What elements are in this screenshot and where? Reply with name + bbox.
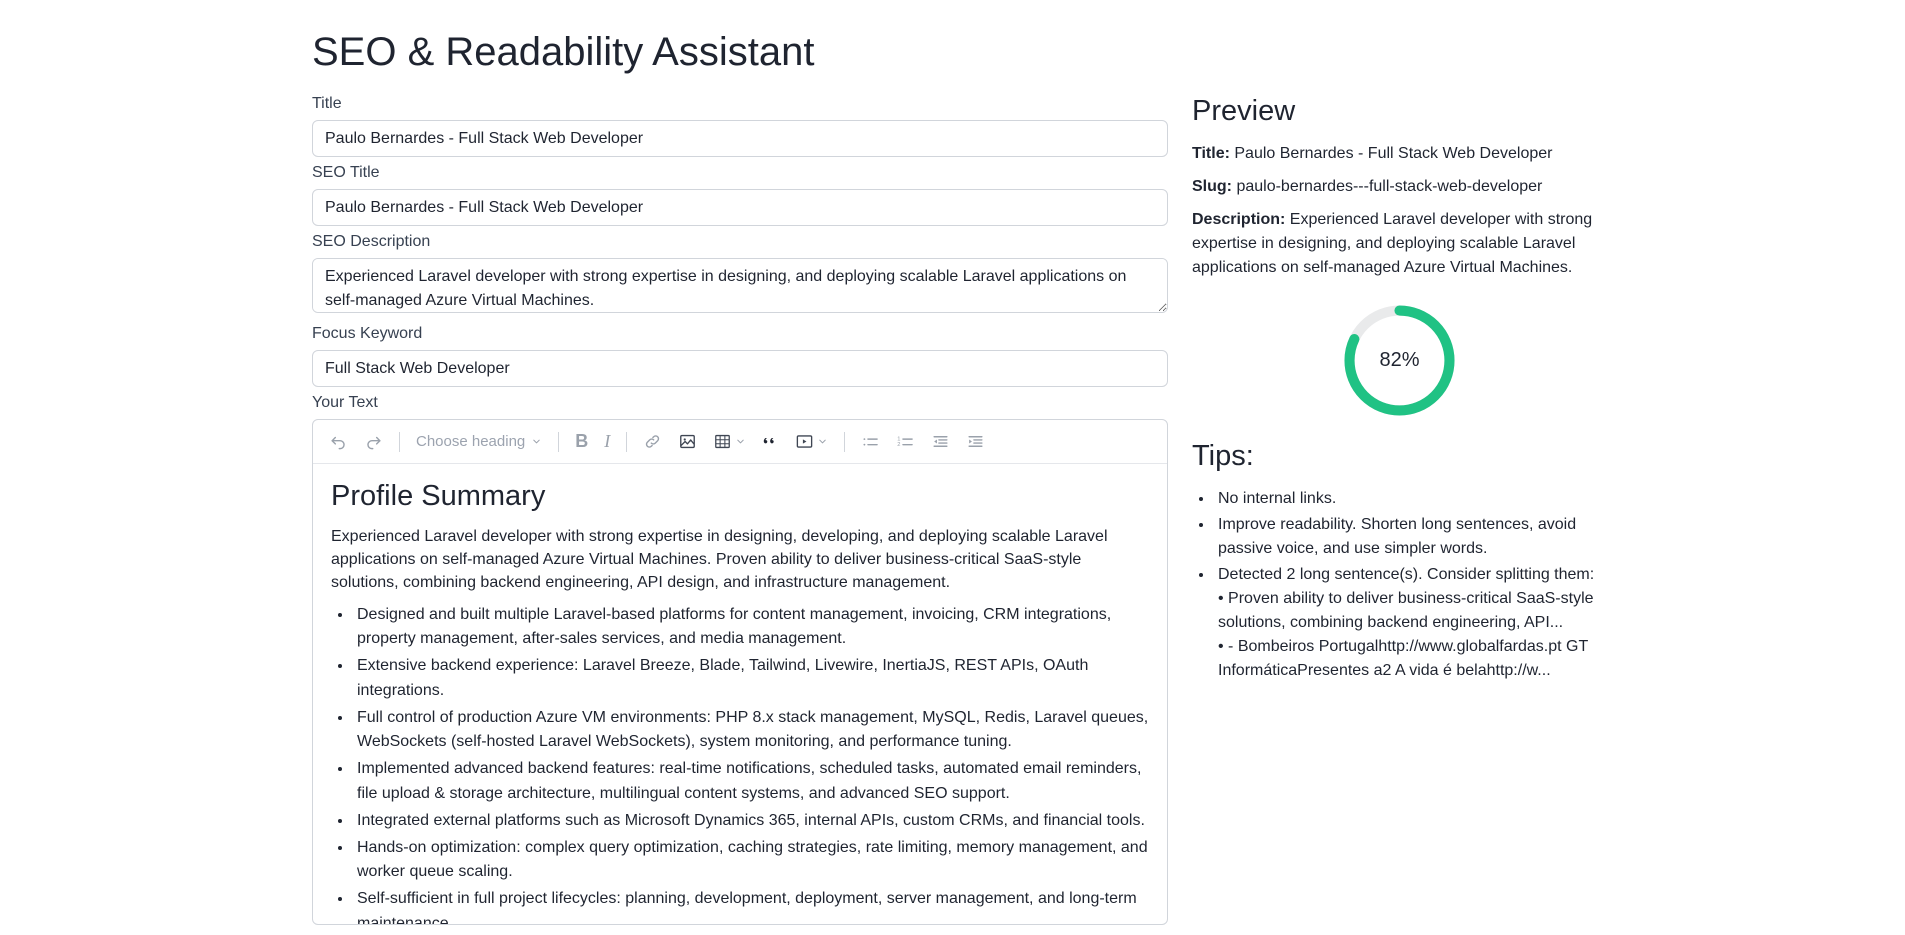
svg-text:2: 2 bbox=[898, 442, 901, 448]
